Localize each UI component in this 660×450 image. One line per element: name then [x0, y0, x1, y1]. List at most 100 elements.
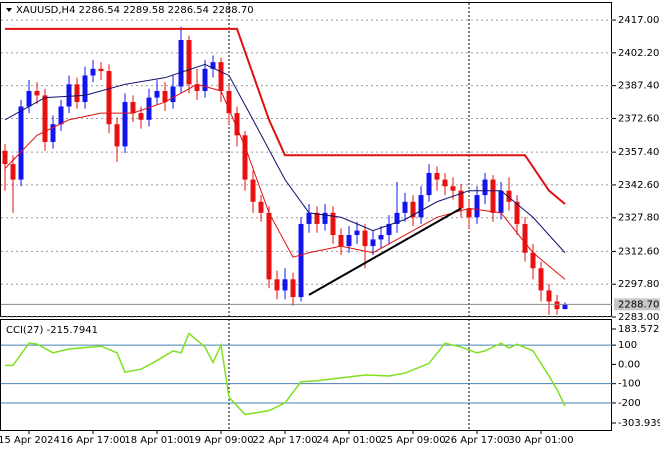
candle-body	[170, 86, 176, 103]
candle-body	[202, 68, 208, 91]
y-tick-label: 2312.60	[618, 246, 659, 257]
candle-body	[298, 223, 304, 298]
candle-body	[362, 230, 368, 247]
candle-body	[474, 195, 480, 218]
candle-body	[338, 235, 344, 247]
y-tick-label: 2357.40	[618, 147, 659, 158]
y-tick-label: 2387.40	[618, 81, 659, 92]
candle-body	[178, 40, 184, 87]
candle-body	[506, 190, 512, 202]
candle-body	[186, 40, 192, 85]
y-tick-label: 2327.80	[618, 213, 659, 224]
candle-body	[562, 304, 568, 310]
indicator-line	[4, 63, 566, 254]
candle-body	[282, 279, 288, 291]
y-tick-label: 2283.00	[618, 312, 659, 323]
candle-body	[82, 75, 88, 103]
x-tick-label: 18 Apr 01:00	[124, 435, 189, 446]
candle-body	[346, 235, 352, 247]
candle-body	[2, 150, 8, 165]
x-tick-label: 25 Apr 09:00	[380, 435, 445, 446]
header-icon	[6, 8, 12, 12]
y-tick-label: -200	[618, 398, 641, 409]
chart-title: XAUUSD,H4 2286.54 2289.58 2286.54 2288.7…	[16, 5, 254, 16]
candle-body	[90, 68, 96, 76]
indicator-line	[4, 83, 566, 280]
candle-body	[394, 212, 400, 224]
candle-body	[538, 268, 544, 291]
candle-body	[442, 179, 448, 187]
x-tick-label: 30 Apr 01:00	[508, 435, 573, 446]
y-tick-label: 0.00	[618, 359, 640, 370]
candle-body	[466, 208, 472, 218]
candle-body	[114, 124, 120, 147]
candle-body	[498, 190, 504, 213]
y-tick-label: -100	[618, 379, 641, 390]
candle-body	[378, 235, 384, 240]
candle-body	[10, 164, 16, 180]
y-tick-label: 2417.00	[618, 15, 659, 26]
y-tick-label: 2372.60	[618, 113, 659, 124]
candle-body	[354, 230, 360, 236]
y-tick-label: 2402.20	[618, 48, 659, 59]
x-tick-label: 22 Apr 17:00	[252, 435, 317, 446]
candle-body	[98, 68, 104, 72]
candle-body	[234, 113, 240, 136]
candle-body	[122, 102, 128, 147]
candle-body	[226, 90, 232, 114]
candle-body	[482, 179, 488, 196]
candle-body	[370, 239, 376, 247]
candle-body	[218, 62, 224, 91]
candle-body	[26, 90, 32, 107]
y-tick-label: 2342.60	[618, 180, 659, 191]
candle-body	[490, 179, 496, 213]
indicator-line	[5, 27, 566, 205]
cci-title: CCI(27) -215.7941	[6, 325, 98, 336]
candle-body	[266, 212, 272, 280]
candle-body	[138, 113, 144, 120]
candle-body	[210, 62, 216, 69]
candle-body	[402, 201, 408, 213]
candle-body	[306, 212, 312, 224]
x-tick-label: 26 Apr 17:00	[444, 435, 509, 446]
candle-body	[322, 212, 328, 224]
candle-body	[250, 179, 256, 202]
candle-body	[410, 201, 416, 218]
cci-panel	[0, 319, 612, 431]
x-tick-label: 16 Apr 17:00	[60, 435, 125, 446]
x-tick-label: 15 Apr 2024	[0, 435, 60, 446]
y-tick-label: 100	[618, 340, 637, 351]
candle-body	[74, 84, 80, 103]
y-tick-label: 2297.80	[618, 279, 659, 290]
candle-body	[314, 212, 320, 224]
main-panel	[0, 2, 612, 317]
x-tick-label: 24 Apr 01:00	[316, 435, 381, 446]
candle-body	[34, 90, 40, 96]
candle-body	[18, 106, 24, 180]
candle-body	[418, 195, 424, 218]
y-tick-label: -303.9395	[618, 418, 660, 429]
candle-body	[450, 186, 456, 191]
candle-body	[434, 172, 440, 180]
last-price-label: 2288.70	[618, 299, 659, 310]
candle-body	[274, 279, 280, 291]
candle-body	[42, 95, 48, 142]
candle-body	[194, 84, 200, 91]
candle-body	[130, 102, 136, 114]
x-tick-label: 19 Apr 09:00	[188, 435, 253, 446]
candle-body	[426, 172, 432, 196]
candle-body	[154, 90, 160, 98]
candle-body	[106, 71, 112, 125]
candle-body	[146, 97, 152, 120]
candle-body	[330, 212, 336, 236]
candle-body	[386, 223, 392, 236]
candle-body	[514, 201, 520, 224]
candle-body	[546, 290, 552, 302]
candle-body	[66, 84, 72, 107]
candle-body	[290, 279, 296, 298]
candle-body	[258, 201, 264, 213]
candle-body	[554, 301, 560, 310]
last-price-box	[614, 298, 660, 311]
